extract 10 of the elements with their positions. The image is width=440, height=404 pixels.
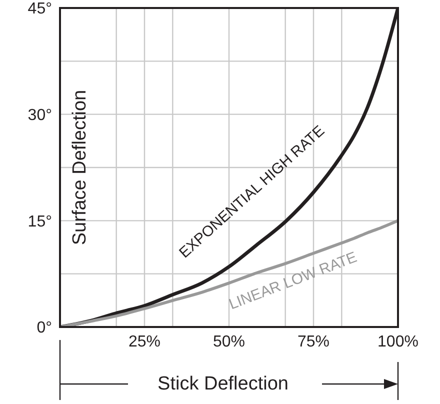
y-tick-label: 45° — [28, 0, 52, 18]
y-tick-label: 30° — [28, 107, 52, 124]
y-tick-label: 0° — [36, 320, 52, 337]
x-tick-label: 75% — [297, 333, 330, 350]
y-axis-title: Surface Deflection — [70, 90, 90, 246]
x-tick-label: 100% — [378, 333, 418, 350]
x-axis-title: Stick Deflection — [158, 374, 288, 394]
x-tick-label: 25% — [128, 333, 161, 350]
y-tick-label: 15° — [28, 213, 52, 230]
x-tick-label: 50% — [212, 333, 246, 350]
